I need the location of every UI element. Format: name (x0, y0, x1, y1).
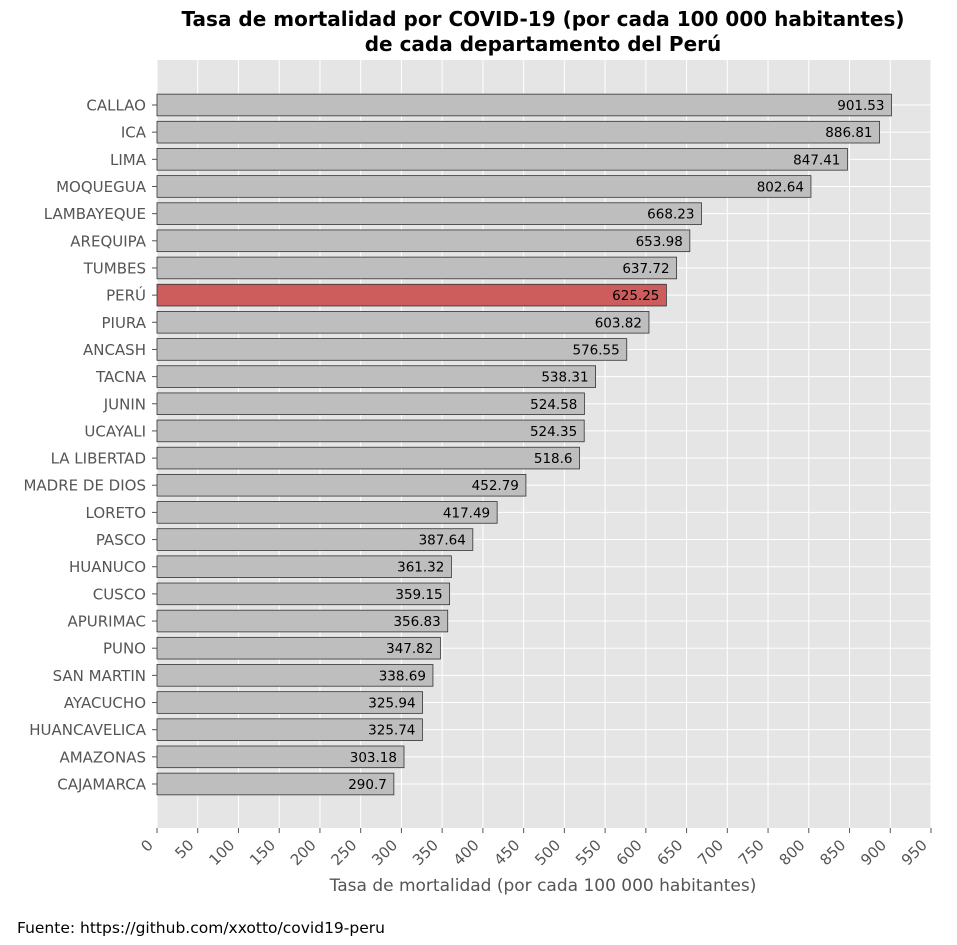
data-label: 637.72 (622, 261, 669, 277)
y-tick-label: LAMBAYEQUE (44, 205, 146, 223)
data-label: 847.41 (793, 152, 840, 168)
y-tick-label: PIURA (101, 314, 146, 332)
x-tick-label: 900 (857, 836, 890, 869)
data-label: 625.25 (612, 288, 659, 304)
bar-piura (156, 311, 650, 334)
y-tick-label: MOQUEGUA (56, 178, 147, 196)
x-tick-label: 300 (368, 836, 401, 869)
y-tick-label: PERÚ (106, 286, 146, 305)
data-labels: 901.53 886.81 847.41 802.64 668.23 653.98 637.… (348, 98, 884, 793)
x-tick-label: 200 (287, 836, 320, 869)
x-tick-label: 650 (653, 836, 686, 869)
data-label: 886.81 (825, 125, 872, 141)
data-label: 290.7 (348, 777, 387, 793)
bar-madre-de-dios (156, 473, 527, 497)
bar-ica (156, 120, 880, 144)
x-tick-label: 0 (137, 836, 156, 855)
y-tick-label: UCAYALI (84, 422, 146, 440)
bar-lima (156, 148, 848, 171)
data-label: 576.55 (572, 342, 619, 358)
bar-lambayeque (156, 202, 702, 225)
bar-arequipa (156, 229, 691, 253)
data-label: 603.82 (595, 315, 642, 331)
data-label: 325.94 (368, 696, 415, 712)
x-tick-label: 400 (450, 836, 483, 869)
bar-junin (156, 392, 585, 416)
y-tick-label: PUNO (103, 640, 146, 658)
data-label: 359.15 (395, 587, 442, 603)
y-tick-label: TUMBES (83, 259, 146, 277)
x-tick-label: 800 (776, 836, 809, 869)
bar-la-libertad (156, 446, 580, 470)
x-tick-label: 950 (898, 836, 931, 869)
bar-perú (156, 283, 667, 307)
bar-tacna (156, 365, 596, 388)
y-tick-label: PASCO (96, 531, 146, 549)
y-tick-label: HUANUCO (69, 558, 146, 576)
bar-callao (156, 93, 892, 117)
y-tick-label: AMAZONAS (59, 748, 146, 766)
data-label: 325.74 (368, 723, 415, 739)
y-tick-label: ANCASH (83, 341, 146, 359)
x-tick-label: 450 (490, 836, 523, 869)
chart-title: Tasa de mortalidad por COVID-19 (por cad… (181, 7, 904, 31)
x-tick-label: 350 (409, 836, 442, 869)
data-label: 417.49 (443, 505, 490, 521)
x-axis-title: Tasa de mortalidad (por cada 100 000 hab… (329, 876, 757, 896)
y-tick-label: LA LIBERTAD (51, 450, 146, 468)
data-label: 668.23 (647, 207, 694, 223)
y-axis: CALLAO ICA LIMA MOQUEGUA LAMBAYEQUE AREQUIPA T… (23, 97, 157, 794)
y-tick-label: CAJAMARCA (57, 776, 147, 794)
data-label: 387.64 (419, 533, 466, 549)
bars (156, 93, 892, 796)
x-tick-label: 250 (328, 836, 361, 869)
data-label: 338.69 (379, 668, 426, 684)
y-tick-label: CALLAO (86, 97, 146, 115)
data-label: 303.18 (350, 750, 397, 766)
y-tick-label: AYACUCHO (64, 694, 146, 712)
x-tick-label: 500 (531, 836, 564, 869)
data-label: 347.82 (386, 641, 433, 657)
source-note: Fuente: https://github.com/xxotto/covid1… (17, 919, 385, 937)
x-tick-label: 750 (735, 836, 768, 869)
x-tick-label: 150 (246, 836, 279, 869)
data-label: 452.79 (472, 478, 519, 494)
x-tick-label: 550 (572, 836, 605, 869)
y-tick-label: LIMA (110, 151, 147, 169)
y-tick-label: LORETO (86, 504, 147, 522)
data-label: 524.35 (530, 424, 577, 440)
bar-moquegua (156, 175, 812, 198)
y-tick-label: CUSCO (93, 585, 146, 603)
y-tick-label: TACNA (95, 368, 147, 386)
y-tick-label: JUNIN (103, 395, 146, 413)
data-label: 901.53 (837, 98, 884, 114)
y-tick-label: AREQUIPA (70, 232, 146, 250)
data-label: 653.98 (636, 234, 683, 250)
x-tick-label: 850 (816, 836, 849, 869)
x-tick-label: 600 (613, 836, 646, 869)
y-tick-label: HUANCAVELICA (29, 721, 147, 739)
y-tick-label: APURIMAC (67, 613, 146, 631)
data-label: 802.64 (757, 179, 804, 195)
data-label: 524.58 (530, 397, 577, 413)
data-label: 518.6 (534, 451, 573, 467)
x-tick-label: 50 (171, 836, 197, 862)
x-tick-label: 100 (205, 836, 238, 869)
x-axis: 0 50 100 150 200 250 300 350 400 450 500 550 600 650 7… (137, 828, 932, 869)
y-tick-label: SAN MARTIN (53, 667, 146, 685)
y-tick-label: MADRE DE DIOS (23, 477, 146, 495)
data-label: 361.32 (397, 560, 444, 576)
y-tick-label: ICA (121, 124, 147, 142)
data-label: 538.31 (541, 370, 588, 386)
x-tick-label: 700 (694, 836, 727, 869)
bar-tumbes (156, 256, 677, 280)
bar-ancash (156, 338, 628, 361)
chart-subtitle: de cada departamento del Perú (365, 32, 722, 56)
data-label: 356.83 (393, 614, 440, 630)
bar-ucayali (156, 419, 585, 443)
